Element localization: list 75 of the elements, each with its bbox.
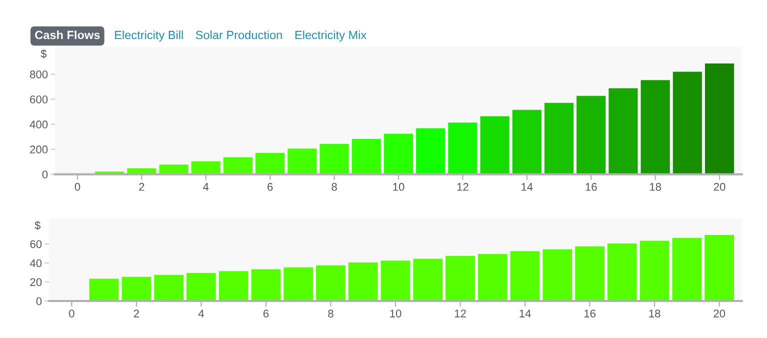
x-tick-label: 4 (203, 183, 209, 191)
x-tick-label: 8 (328, 310, 334, 318)
bar (704, 234, 734, 301)
bar (640, 80, 670, 174)
x-tick-label: 10 (390, 310, 402, 318)
bar (288, 148, 317, 174)
y-tick-label: 400 (30, 120, 48, 128)
bar (122, 276, 152, 301)
bar (704, 64, 734, 174)
x-tick-label: 18 (650, 182, 662, 191)
x-tick-label: 12 (454, 310, 466, 318)
x-tick-label: 14 (522, 183, 533, 191)
bar (89, 278, 119, 301)
text: Cash Flows (35, 30, 100, 40)
y-tick-label: 0 (42, 170, 48, 178)
bar (256, 152, 285, 174)
x-tick-label: 10 (393, 182, 404, 191)
bar (413, 258, 443, 301)
x-tick-label: 0 (74, 182, 80, 191)
bar (251, 269, 281, 301)
y-tick-label: 20 (30, 278, 42, 286)
bar (510, 251, 540, 301)
x-tick-label: 20 (714, 182, 726, 191)
y-tick-label: 600 (30, 96, 48, 104)
bar (576, 96, 606, 174)
bar (480, 116, 510, 174)
text: Solar Production (196, 30, 282, 40)
bar (640, 240, 670, 301)
x-tick-label: 20 (714, 310, 726, 318)
bar (223, 157, 253, 174)
bar (446, 256, 475, 301)
text: Electricity Bill (115, 30, 183, 42)
bar (575, 246, 604, 301)
y-tick-label: 800 (30, 70, 48, 78)
x-tick-label: 14 (520, 310, 531, 318)
bar (186, 273, 216, 301)
bar (478, 254, 508, 301)
bar (284, 267, 314, 301)
bar (380, 260, 410, 301)
bar (512, 110, 542, 174)
y-axis-title: $ (34, 220, 41, 230)
x-tick-label: 6 (268, 182, 273, 191)
bar (384, 134, 414, 174)
y-tick-label: 40 (30, 259, 42, 268)
x-tick-label: 4 (198, 310, 204, 318)
x-tick-label: 0 (69, 310, 74, 318)
x-tick-label: 16 (584, 310, 596, 318)
bar (320, 144, 349, 174)
x-tick-label: 2 (134, 310, 139, 318)
bar (608, 244, 637, 301)
x-tick-label: 8 (332, 182, 337, 191)
bar (352, 138, 381, 174)
bar (608, 88, 638, 174)
bar (672, 238, 702, 301)
bar (542, 249, 572, 301)
bar (218, 271, 248, 301)
y-tick-label: 60 (30, 240, 42, 248)
y-tick-label: 200 (30, 146, 48, 154)
bar (544, 102, 574, 174)
bar (316, 265, 346, 301)
y-axis-title: $ (40, 49, 47, 58)
x-tick-label: 6 (263, 310, 269, 318)
bar (416, 128, 446, 174)
text: Electricity Mix (295, 30, 366, 42)
x-tick-label: 18 (649, 310, 660, 318)
x-tick-label: 16 (586, 182, 597, 191)
bar (154, 274, 184, 301)
bar (672, 72, 702, 174)
x-tick-label: 12 (457, 182, 468, 191)
bar (448, 122, 478, 174)
bar (191, 161, 220, 174)
bar (159, 164, 188, 174)
bar (348, 262, 378, 301)
x-tick-label: 2 (139, 182, 144, 191)
y-tick-label: 0 (36, 297, 42, 306)
